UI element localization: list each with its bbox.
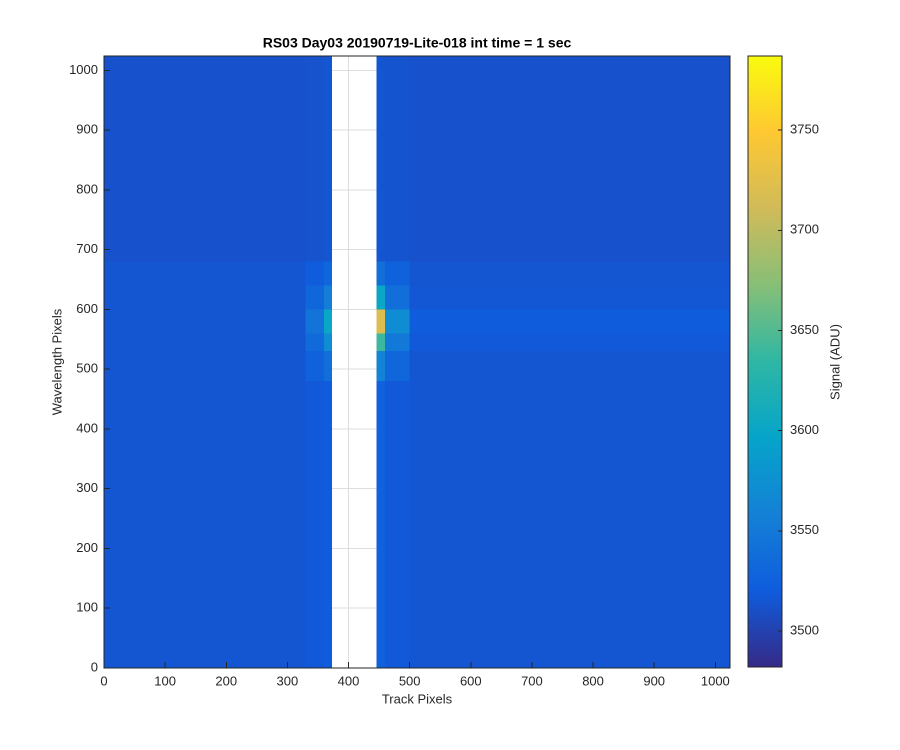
y-tick-label: 500	[76, 361, 98, 376]
heatmap-cell	[376, 381, 386, 668]
heatmap-cell	[305, 285, 325, 310]
heatmap-cell	[376, 333, 386, 352]
heatmap-cell	[104, 351, 306, 382]
x-tick-label: 700	[521, 673, 543, 688]
heatmap-cell	[385, 381, 410, 668]
colorbar-tick-label: 3550	[790, 522, 819, 537]
colorbar-label: Signal (ADU)	[827, 324, 842, 400]
heatmap-cell	[324, 309, 333, 334]
heatmap-cell	[385, 285, 410, 310]
heatmap-cell	[385, 333, 410, 352]
heatmap-cell	[409, 381, 730, 668]
x-tick-label: 0	[100, 673, 107, 688]
y-tick-label: 900	[76, 122, 98, 137]
y-tick-label: 600	[76, 301, 98, 316]
heatmap-cell	[324, 285, 333, 310]
y-tick-label: 700	[76, 241, 98, 256]
heatmap-cell	[376, 261, 386, 286]
y-tick-label: 200	[76, 540, 98, 555]
x-tick-label: 1000	[701, 673, 730, 688]
y-tick-label: 800	[76, 181, 98, 196]
x-tick-label: 800	[582, 673, 604, 688]
heatmap-cell	[385, 351, 410, 382]
heatmap-cell	[409, 333, 730, 352]
heatmap-cell	[409, 309, 730, 334]
heatmap-cell	[305, 333, 325, 352]
colorbar-tick-label: 3750	[790, 122, 819, 137]
heatmap-cell	[305, 351, 325, 382]
heatmap-cell	[409, 351, 730, 382]
x-tick-label: 500	[399, 673, 421, 688]
heatmap-cell	[376, 285, 386, 310]
x-tick-label: 600	[460, 673, 482, 688]
colorbar	[747, 55, 783, 668]
heatmap-cell	[385, 261, 410, 286]
colorbar-tick-label: 3700	[790, 222, 819, 237]
heatmap-cell	[409, 285, 730, 310]
x-tick-label: 300	[277, 673, 299, 688]
heatmap-cell	[104, 56, 306, 262]
y-tick-label: 400	[76, 420, 98, 435]
y-tick-label: 100	[76, 600, 98, 615]
x-axis-label: Track Pixels	[382, 691, 453, 706]
colorbar-tick-label: 3650	[790, 322, 819, 337]
heatmap-cell	[385, 309, 410, 334]
x-tick-label: 100	[154, 673, 176, 688]
heatmap-cell	[385, 56, 410, 262]
y-tick-label: 300	[76, 480, 98, 495]
heatmap-cell	[409, 261, 730, 286]
heatmap-cell	[324, 56, 333, 262]
heatmap-cell	[324, 333, 333, 352]
heatmap-cell	[324, 261, 333, 286]
x-tick-label: 400	[338, 673, 360, 688]
heatmap-cell	[305, 381, 325, 668]
colorbar-tick-label: 3600	[790, 422, 819, 437]
x-tick-label: 200	[215, 673, 237, 688]
heatmap-cell	[376, 309, 386, 334]
chart-title: RS03 Day03 20190719-Lite-018 int time = …	[263, 35, 572, 51]
heatmap-cell	[376, 351, 386, 382]
heatmap-cell	[376, 56, 386, 262]
heatmap-cell	[305, 309, 325, 334]
heatmap-cell	[305, 261, 325, 286]
y-tick-label: 0	[91, 659, 98, 674]
x-tick-label: 900	[643, 673, 665, 688]
heatmap-cell	[409, 56, 730, 262]
heatmap-cell	[104, 333, 306, 352]
heatmap-cell	[324, 381, 333, 668]
heatmap-cell	[104, 309, 306, 334]
axes-box	[103, 55, 731, 669]
heatmap-cell	[104, 261, 306, 286]
heatmap-cell	[104, 285, 306, 310]
y-axis-label: Wavelength Pixels	[49, 308, 64, 415]
colorbar-tick-label: 3500	[790, 622, 819, 637]
heatmap-cell	[104, 381, 306, 668]
heatmap-cell	[305, 56, 325, 262]
heatmap-cell	[324, 351, 333, 382]
y-tick-label: 1000	[69, 62, 98, 77]
